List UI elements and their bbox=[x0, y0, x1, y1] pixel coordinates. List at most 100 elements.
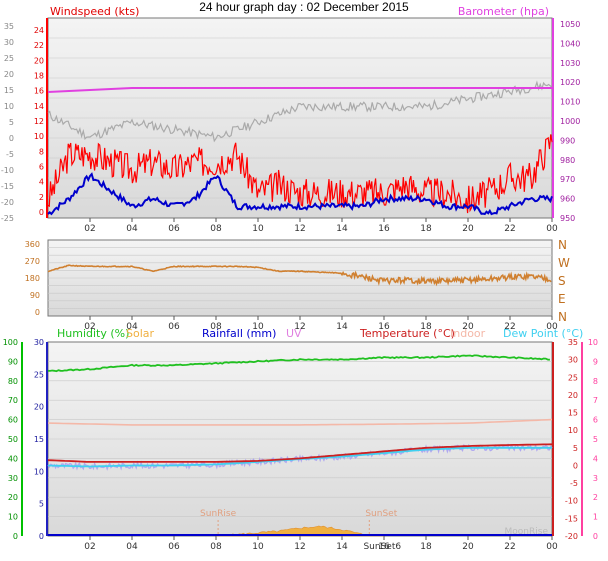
p1-x-tick-label: 08 bbox=[210, 224, 222, 234]
p2-x-tick-label: 18 bbox=[420, 322, 432, 332]
p3-uv-tick: 7 bbox=[593, 396, 598, 405]
chart-title: 24 hour graph day : 02 December 2015 bbox=[199, 0, 409, 14]
p3-uv-tick: 0 bbox=[593, 532, 598, 541]
p2-compass-label: N bbox=[558, 238, 567, 252]
p1-wind-tick: 0 bbox=[39, 208, 44, 217]
p3-temp-tick: 25 bbox=[568, 373, 578, 382]
p3-hum-tick: 80 bbox=[8, 377, 18, 386]
p2-dir-tick: 270 bbox=[25, 257, 40, 266]
p3-x-tick-label: 12 bbox=[294, 542, 305, 552]
p3-uv-tick: 10 bbox=[588, 338, 598, 347]
p3-legend-indoor: Indoor bbox=[450, 327, 486, 340]
p1-left-outer-tick: 30 bbox=[4, 38, 14, 47]
p3-temperature-line bbox=[47, 443, 553, 463]
p1-baro-tick: 960 bbox=[560, 195, 575, 204]
p3-uv-tick: 4 bbox=[593, 454, 598, 463]
p2-x-tick-label: 20 bbox=[462, 322, 474, 332]
p1-x-tick-label: 16 bbox=[378, 224, 390, 234]
p1-wind-tick: 18 bbox=[34, 72, 44, 81]
p3-temp-tick: 10 bbox=[568, 426, 578, 435]
p3-temp-tick: 0 bbox=[573, 461, 578, 470]
p1-baro-tick: 1050 bbox=[560, 20, 580, 29]
p3-x-tick-label: 10 bbox=[252, 542, 264, 552]
p3-hum-tick: 20 bbox=[8, 493, 18, 502]
p1-baro-tick: 1030 bbox=[560, 59, 580, 68]
p1-x-tick-label: 22 bbox=[504, 224, 515, 234]
p1-left-outer-tick: 10 bbox=[4, 102, 14, 111]
p3-temp-tick: -20 bbox=[565, 532, 578, 541]
p3-temp-tick: -15 bbox=[565, 514, 578, 523]
p3-uv-tick: 9 bbox=[593, 357, 598, 366]
p3-x-tick-label: 22 bbox=[504, 542, 515, 552]
p1-wind-tick: 2 bbox=[39, 193, 44, 202]
p2-dir-tick: 360 bbox=[25, 240, 40, 249]
p2-x-tick-label: 22 bbox=[504, 322, 515, 332]
p1-baro-tick: 1000 bbox=[560, 117, 580, 126]
p3-hum-tick: 100 bbox=[3, 338, 18, 347]
p2-compass-label: W bbox=[558, 256, 570, 270]
p1-left-outer-tick: 0 bbox=[9, 134, 14, 143]
p2-x-tick-label: 08 bbox=[210, 322, 222, 332]
p1-wind-tick: 20 bbox=[34, 56, 44, 65]
p1-baro-tick: 1020 bbox=[560, 78, 580, 87]
p2-dir-tick: 180 bbox=[25, 274, 40, 283]
p1-x-tick-label: 06 bbox=[168, 224, 180, 234]
p2-x-tick-label: 16 bbox=[378, 322, 390, 332]
p1-wind-tick: 12 bbox=[34, 117, 44, 126]
p2-x-tick-label: 10 bbox=[252, 322, 264, 332]
p3-humidity-line bbox=[47, 354, 550, 373]
p3-temp-tick: 20 bbox=[568, 391, 578, 400]
p3-temp-tick: -10 bbox=[565, 497, 578, 506]
p3-temp-tick: 5 bbox=[573, 444, 578, 453]
p1-left-outer-tick: -20 bbox=[1, 198, 14, 207]
p3-hum-tick: 40 bbox=[8, 454, 18, 463]
p1-wind-tick: 6 bbox=[39, 163, 44, 172]
p2-x-tick-label: 14 bbox=[336, 322, 348, 332]
p3-x-tick-label: 00 bbox=[546, 542, 558, 552]
p3-moon-label: MoonRise bbox=[505, 527, 549, 537]
p1-baro-line bbox=[47, 87, 552, 93]
p1-grey-series bbox=[47, 80, 553, 143]
p3-sunset6-label: SunSet6 bbox=[363, 542, 401, 552]
p1-left-outer-tick: -10 bbox=[1, 166, 14, 175]
p3-hum-tick: 0 bbox=[13, 532, 18, 541]
p3-x-tick-label: 20 bbox=[462, 542, 474, 552]
p3-uv-tick: 5 bbox=[593, 435, 598, 444]
p3-legend-rain: Rainfall (mm) bbox=[202, 327, 276, 340]
p1-wind-line bbox=[47, 134, 553, 214]
p1-baro-tick: 980 bbox=[560, 156, 575, 165]
p2-compass-label: S bbox=[558, 274, 566, 288]
p1-x-tick-label: 00 bbox=[546, 224, 558, 234]
wind-direction-panel: 02 04 06 08 10 12 14 16 18 20 22 00360270180900NWSE… bbox=[25, 238, 570, 332]
p3-hum-tick: 10 bbox=[8, 513, 18, 522]
p3-uv-tick: 8 bbox=[593, 377, 598, 386]
p3-hum-tick: 70 bbox=[8, 396, 18, 405]
p3-temp-tick: 15 bbox=[568, 409, 578, 418]
p3-temp-tick: 30 bbox=[568, 356, 578, 365]
p3-legend-dewpoint: Dew Point (°C) bbox=[503, 327, 583, 340]
p1-x-tick-label: 02 bbox=[84, 224, 95, 234]
p2-compass-label: N bbox=[558, 310, 567, 324]
p3-hum-tick: 60 bbox=[8, 416, 18, 425]
p1-x-tick-label: 12 bbox=[294, 224, 305, 234]
p2-direction-line bbox=[47, 264, 552, 287]
p2-x-tick-label: 00 bbox=[546, 322, 558, 332]
p1-left-outer-tick: 35 bbox=[4, 22, 14, 31]
p1-left-outer-tick: 25 bbox=[4, 54, 14, 63]
p1-baro-tick: 990 bbox=[560, 136, 575, 145]
p3-legend-humidity: Humidity (%) bbox=[57, 327, 129, 340]
p3-x-tick-label: 18 bbox=[420, 542, 432, 552]
p3-x-tick-label: 16 bbox=[378, 542, 390, 552]
temp-humidity-panel: 02 04 06 08 10 12 14 16 18 20 22 001009080706050403… bbox=[3, 327, 598, 552]
p3-solar-area bbox=[215, 525, 385, 537]
p3-uv-tick: 3 bbox=[593, 474, 598, 483]
p3-temp-tick: 35 bbox=[568, 338, 578, 347]
p3-hum-tick: 90 bbox=[8, 357, 18, 366]
p3-legend-temperature: Temperature (°C) bbox=[359, 327, 455, 340]
p2-dir-tick: 90 bbox=[30, 291, 40, 300]
p1-left-outer-tick: -25 bbox=[1, 214, 14, 223]
p1-wind-tick: 8 bbox=[39, 147, 44, 156]
p1-x-tick-label: 04 bbox=[126, 224, 138, 234]
p1-x-tick-label: 20 bbox=[462, 224, 474, 234]
p3-uv-tick: 1 bbox=[593, 513, 598, 522]
